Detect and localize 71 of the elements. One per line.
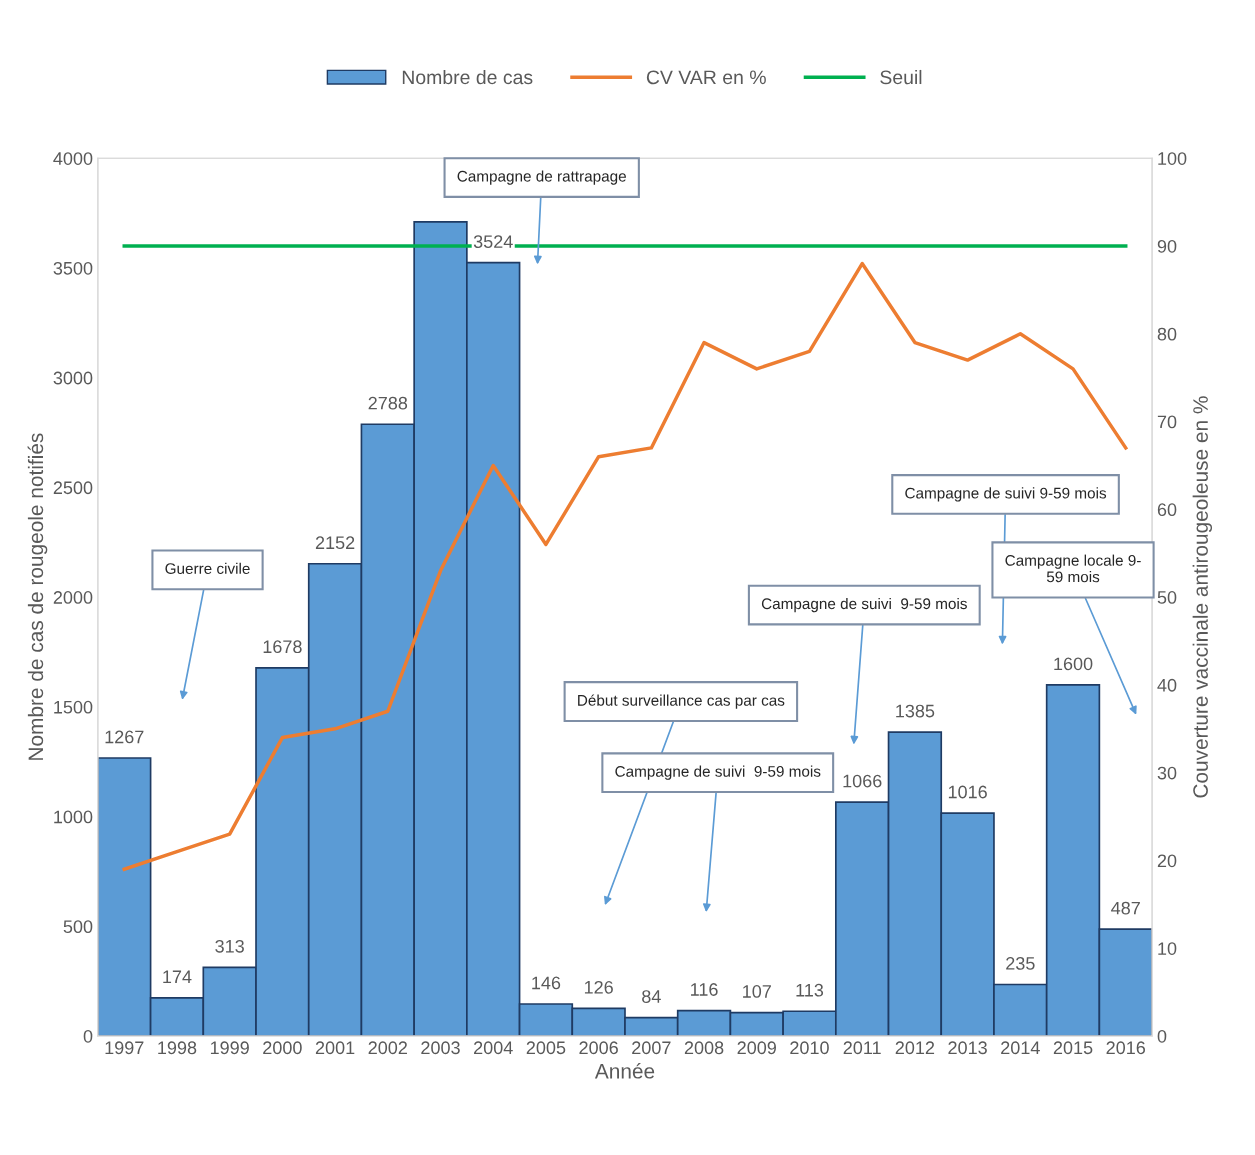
x-tick-label: 2003 [421, 1041, 460, 1055]
y2-tick-label: 0 [1157, 1029, 1167, 1043]
annotation: Guerre civile [165, 562, 250, 575]
x-tick-label: 2001 [315, 1041, 355, 1055]
x-axis-title: Année [594, 1063, 655, 1079]
data-label: 1066 [843, 774, 882, 788]
data-label: 1385 [896, 704, 935, 718]
y-tick-label: 3500 [53, 261, 93, 275]
y2-axis-title: Couverture vaccinale antirougeoleuse en % [1192, 396, 1213, 798]
y2-tick-label: 20 [1157, 854, 1177, 868]
x-tick-label: 2005 [526, 1041, 566, 1055]
annotation: Campagne de rattrapage [457, 170, 626, 185]
x-tick-label: 2014 [1001, 1041, 1040, 1055]
data-label: 113 [796, 983, 824, 997]
annotation: Début surveillance cas par cas [578, 694, 785, 709]
annotation: Campagne locale 9- 59 mois [1005, 554, 1141, 583]
data-label: 116 [691, 983, 718, 996]
x-tick-label: 2010 [790, 1041, 829, 1055]
x-tick-label: 2002 [368, 1041, 407, 1055]
y-tick-label: 1500 [54, 700, 93, 714]
y-tick-label: 4000 [53, 152, 93, 165]
x-tick-label: 2008 [684, 1041, 724, 1055]
data-label: 84 [642, 990, 661, 1003]
data-label: 1600 [1054, 657, 1093, 671]
y2-tick-label: 60 [1157, 503, 1177, 517]
data-label: 146 [532, 976, 561, 990]
y-tick-label: 0 [83, 1029, 93, 1043]
y2-tick-label: 30 [1157, 766, 1177, 780]
data-label: 126 [584, 980, 613, 994]
data-label: 487 [1111, 901, 1140, 915]
data-label: 235 [1006, 957, 1035, 970]
data-label: 174 [163, 970, 192, 983]
x-tick-label: 2012 [895, 1041, 935, 1055]
y2-tick-label: 50 [1157, 591, 1177, 604]
x-tick-label: 2015 [1053, 1041, 1093, 1055]
x-tick-label: 1999 [210, 1041, 249, 1055]
data-label: 2788 [368, 396, 408, 410]
data-label: 313 [215, 939, 244, 953]
x-tick-label: 2016 [1106, 1041, 1146, 1055]
x-tick-label: 2007 [632, 1041, 671, 1055]
x-tick-label: 2006 [579, 1041, 618, 1055]
annotation: Campagne de suivi 9-59 mois [615, 765, 821, 780]
x-tick-label: 1998 [158, 1041, 197, 1055]
x-tick-label: 2011 [843, 1041, 881, 1055]
y-tick-label: 500 [63, 920, 93, 934]
legend-label: Nombre de cas [402, 69, 533, 85]
data-label: 1016 [948, 785, 987, 799]
y2-tick-label: 70 [1157, 415, 1177, 429]
y-tick-label: 2000 [53, 591, 93, 604]
y2-tick-label: 100 [1158, 152, 1187, 165]
y2-tick-label: 10 [1158, 942, 1177, 955]
y2-tick-label: 80 [1157, 327, 1177, 341]
legend-label: Seuil [880, 69, 922, 85]
y-tick-label: 3000 [53, 371, 93, 385]
data-label: 1678 [263, 640, 302, 654]
y2-tick-label: 90 [1157, 239, 1177, 253]
legend-label: CV VAR en % [646, 70, 766, 85]
x-tick-label: 1997 [105, 1041, 144, 1055]
y2-tick-label: 40 [1157, 678, 1177, 692]
x-tick-label: 2009 [737, 1041, 776, 1055]
y-axis-title: Nombre de cas de rougeole notifiés [27, 433, 48, 760]
x-tick-label: 2013 [948, 1041, 987, 1055]
x-tick-label: 2004 [474, 1041, 513, 1055]
data-label: 1267 [105, 730, 144, 744]
data-label: 2152 [315, 536, 355, 550]
y-tick-label: 2500 [53, 481, 93, 495]
y-tick-label: 1000 [54, 810, 93, 824]
x-tick-label: 2000 [263, 1041, 302, 1055]
annotation: Campagne de suivi 9-59 mois [761, 597, 967, 613]
annotation: Campagne de suivi 9-59 mois [905, 487, 1107, 502]
data-label: 107 [743, 985, 771, 998]
